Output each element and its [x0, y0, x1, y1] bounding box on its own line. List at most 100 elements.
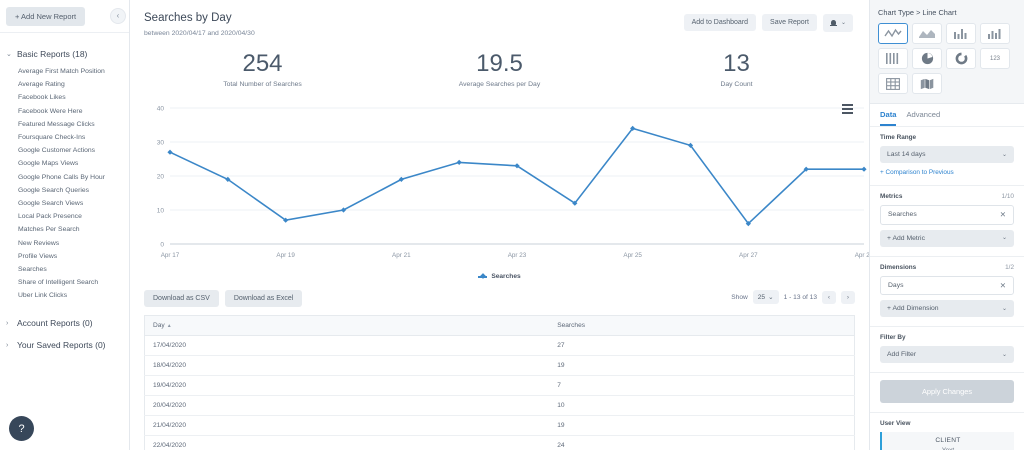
user-view-card[interactable]: CLIENT Yext [880, 432, 1014, 450]
dimensions-section: Dimensions 1/2 Days ✕ + Add Dimension ⌄ [870, 255, 1024, 326]
number-label: 123 [989, 55, 1000, 62]
kpi-day-count: 13 Day Count [618, 51, 855, 88]
kpi-value: 19.5 [476, 50, 523, 77]
sidebar-group-label: Your Saved Reports (0) [17, 340, 106, 351]
sidebar-group-basic-reports[interactable]: ⌄ Basic Reports (18) [0, 43, 129, 65]
chevron-down-icon: ⌄ [840, 20, 846, 26]
cell-day: 21/04/2020 [144, 415, 550, 437]
sidebar-item-share-of-intelligent-search[interactable]: Share of Intelligent Search [18, 279, 99, 287]
metric-chip-searches[interactable]: Searches ✕ [880, 205, 1014, 225]
tab-advanced[interactable]: Advanced [906, 110, 941, 119]
header-actions: Add to Dashboard Save Report ⌄ [683, 14, 853, 32]
svg-text:Apr 21: Apr 21 [392, 252, 411, 259]
add-new-report-button[interactable]: + Add New Report [6, 6, 86, 26]
table-row: 21/04/2020 19 [144, 415, 855, 437]
sidebar-item-google-search-views[interactable]: Google Search Views [18, 199, 84, 207]
sidebar-item-google-maps-views[interactable]: Google Maps Views [18, 160, 79, 168]
comparison-link[interactable]: + Comparison to Previous [880, 169, 954, 176]
sidebar-item-facebook-likes[interactable]: Facebook Likes [18, 94, 66, 102]
sidebar-item-average-first-match-position[interactable]: Average First Match Position [18, 68, 105, 76]
map-chart-icon[interactable] [912, 73, 942, 94]
area-chart-icon[interactable] [912, 23, 942, 44]
cell-searches: 19 [549, 355, 855, 377]
svg-text:Apr 25: Apr 25 [623, 252, 642, 259]
save-report-button[interactable]: Save Report [762, 14, 817, 31]
cell-day: 22/04/2020 [144, 435, 550, 450]
sidebar-item-uber-link-clicks[interactable]: Uber Link Clicks [18, 292, 68, 300]
pie-chart-icon[interactable] [912, 48, 942, 69]
sidebar-collapse-icon[interactable]: ‹ [110, 8, 126, 24]
download-excel-button[interactable]: Download as Excel [224, 290, 303, 308]
sidebar-group-label: Basic Reports (18) [17, 49, 88, 59]
table-header-row: Day ▲ Searches [144, 315, 855, 337]
apply-changes-button[interactable]: Apply Changes [880, 380, 1014, 403]
dimension-label: Days [888, 281, 904, 289]
panel-tabs: Data Advanced [870, 103, 1024, 126]
sidebar-basic-items: Average First Match Position Average Rati… [0, 65, 129, 302]
svg-text:40: 40 [157, 106, 165, 113]
column-header-day[interactable]: Day ▲ [144, 315, 550, 337]
add-dimension-button[interactable]: + Add Dimension ⌄ [880, 300, 1014, 317]
sidebar-item-google-search-queries[interactable]: Google Search Queries [18, 186, 90, 194]
user-view-section: User View CLIENT Yext [870, 412, 1024, 450]
vertical-lines-chart-icon[interactable] [878, 48, 908, 69]
remove-dimension-icon[interactable]: ✕ [999, 280, 1006, 290]
sidebar-item-matches-per-search[interactable]: Matches Per Search [18, 226, 80, 234]
sidebar-item-average-rating[interactable]: Average Rating [18, 81, 65, 89]
sidebar-item-google-phone-calls-by-hour[interactable]: Google Phone Calls By Hour [18, 173, 105, 181]
section-title: Metrics [880, 193, 903, 200]
bar-chart-icon[interactable] [980, 23, 1010, 44]
dimension-chip-days[interactable]: Days ✕ [880, 275, 1014, 295]
sidebar-item-featured-message-clicks[interactable]: Featured Message Clicks [18, 120, 95, 128]
page-size-value: 25 [757, 293, 766, 301]
chevron-right-icon: › [6, 319, 9, 327]
line-chart-icon[interactable] [878, 23, 908, 44]
alerts-dropdown-button[interactable]: ⌄ [822, 14, 853, 32]
prev-page-icon[interactable]: ‹ [822, 290, 836, 304]
cell-searches: 10 [549, 395, 855, 417]
sidebar-item-new-reviews[interactable]: New Reviews [18, 239, 60, 247]
sidebar-item-searches[interactable]: Searches [18, 265, 47, 273]
metric-label: Searches [888, 211, 917, 219]
pagination-range: 1 - 13 of 13 [783, 293, 817, 301]
sidebar-group-label: Account Reports (0) [17, 318, 93, 329]
page-size-select[interactable]: 25 ⌄ [752, 290, 779, 305]
time-range-select[interactable]: Last 14 days ⌄ [880, 146, 1014, 163]
help-button[interactable]: ? [9, 416, 34, 441]
sidebar-item-local-pack-presence[interactable]: Local Pack Presence [18, 213, 82, 221]
number-chart-icon[interactable]: 123 [980, 48, 1010, 69]
column-header-searches[interactable]: Searches [549, 315, 855, 337]
sidebar-group-saved-reports[interactable]: › Your Saved Reports (0) [0, 334, 129, 356]
hamburger-menu-icon[interactable] [842, 104, 853, 115]
download-csv-button[interactable]: Download as CSV [144, 290, 219, 308]
kpi-value: 254 [242, 50, 283, 77]
svg-text:0: 0 [160, 242, 164, 249]
next-page-icon[interactable]: › [841, 290, 855, 304]
chart-legend[interactable]: Searches [144, 272, 855, 281]
metrics-count: 1/10 [1001, 193, 1014, 200]
add-filter-select[interactable]: Add Filter ⌄ [880, 346, 1014, 363]
legend-label: Searches [491, 273, 521, 281]
sidebar-item-facebook-were-here[interactable]: Facebook Were Here [18, 107, 83, 115]
cell-day: 20/04/2020 [144, 395, 550, 417]
chart-plot-area: 0 10 20 30 40 Apr 17 Apr 19 Apr 21 Apr 23 Apr 25 A… [157, 106, 869, 260]
add-metric-button[interactable]: + Add Metric ⌄ [880, 229, 1014, 247]
donut-chart-icon[interactable] [946, 48, 976, 69]
svg-text:Apr 23: Apr 23 [508, 252, 527, 259]
sidebar-item-profile-views[interactable]: Profile Views [18, 252, 58, 260]
table-chart-icon[interactable] [878, 73, 908, 94]
kpi-total-searches: 254 Total Number of Searches [144, 51, 381, 88]
chevron-down-icon: ⌄ [1001, 151, 1007, 158]
sidebar-item-google-customer-actions[interactable]: Google Customer Actions [18, 147, 96, 155]
sidebar-group-account-reports[interactable]: › Account Reports (0) [0, 312, 129, 334]
chevron-down-icon: ⌄ [6, 51, 12, 58]
column-chart-icon[interactable] [946, 23, 976, 44]
remove-metric-icon[interactable]: ✕ [999, 210, 1006, 219]
sidebar-item-foursquare-check-ins[interactable]: Foursquare Check-Ins [18, 134, 86, 142]
chevron-down-icon: ⌄ [768, 294, 774, 302]
dimensions-label: Dimensions 1/2 [880, 264, 1014, 271]
add-to-dashboard-button[interactable]: Add to Dashboard [683, 14, 757, 31]
user-view-account: Yext [888, 447, 1008, 450]
tab-data[interactable]: Data [880, 110, 897, 126]
cell-searches: 19 [549, 415, 855, 437]
